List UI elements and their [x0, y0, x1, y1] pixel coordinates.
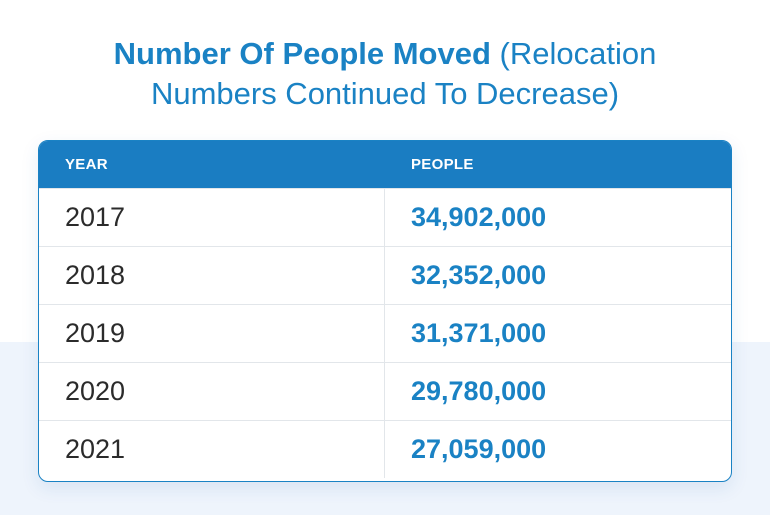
year-cell: 2021 [39, 421, 385, 478]
table-row: 2019 31,371,000 [39, 304, 731, 362]
header-people: PEOPLE [411, 156, 474, 173]
page-title: Number Of People Moved (Relocation Numbe… [0, 34, 770, 114]
table-row: 2020 29,780,000 [39, 362, 731, 420]
table-row: 2021 27,059,000 [39, 420, 731, 478]
title-regular-line1: (Relocation [490, 36, 657, 71]
year-cell: 2019 [39, 305, 385, 362]
title-regular-line2: Numbers Continued To Decrease) [150, 76, 620, 111]
table-row: 2018 32,352,000 [39, 246, 731, 304]
year-cell: 2018 [39, 247, 385, 304]
people-cell: 31,371,000 [411, 318, 547, 348]
people-cell: 34,902,000 [411, 202, 547, 232]
header-year: YEAR [65, 156, 108, 173]
year-cell: 2017 [39, 189, 385, 246]
people-cell: 29,780,000 [411, 376, 547, 406]
people-cell: 32,352,000 [411, 260, 547, 290]
table-header: YEAR PEOPLE [39, 141, 731, 188]
table-row: 2017 34,902,000 [39, 188, 731, 246]
title-bold: Number Of People Moved [113, 36, 491, 71]
relocation-table: YEAR PEOPLE 2017 34,902,000 2018 32,352,… [38, 140, 732, 482]
year-cell: 2020 [39, 363, 385, 420]
people-cell: 27,059,000 [411, 434, 547, 464]
